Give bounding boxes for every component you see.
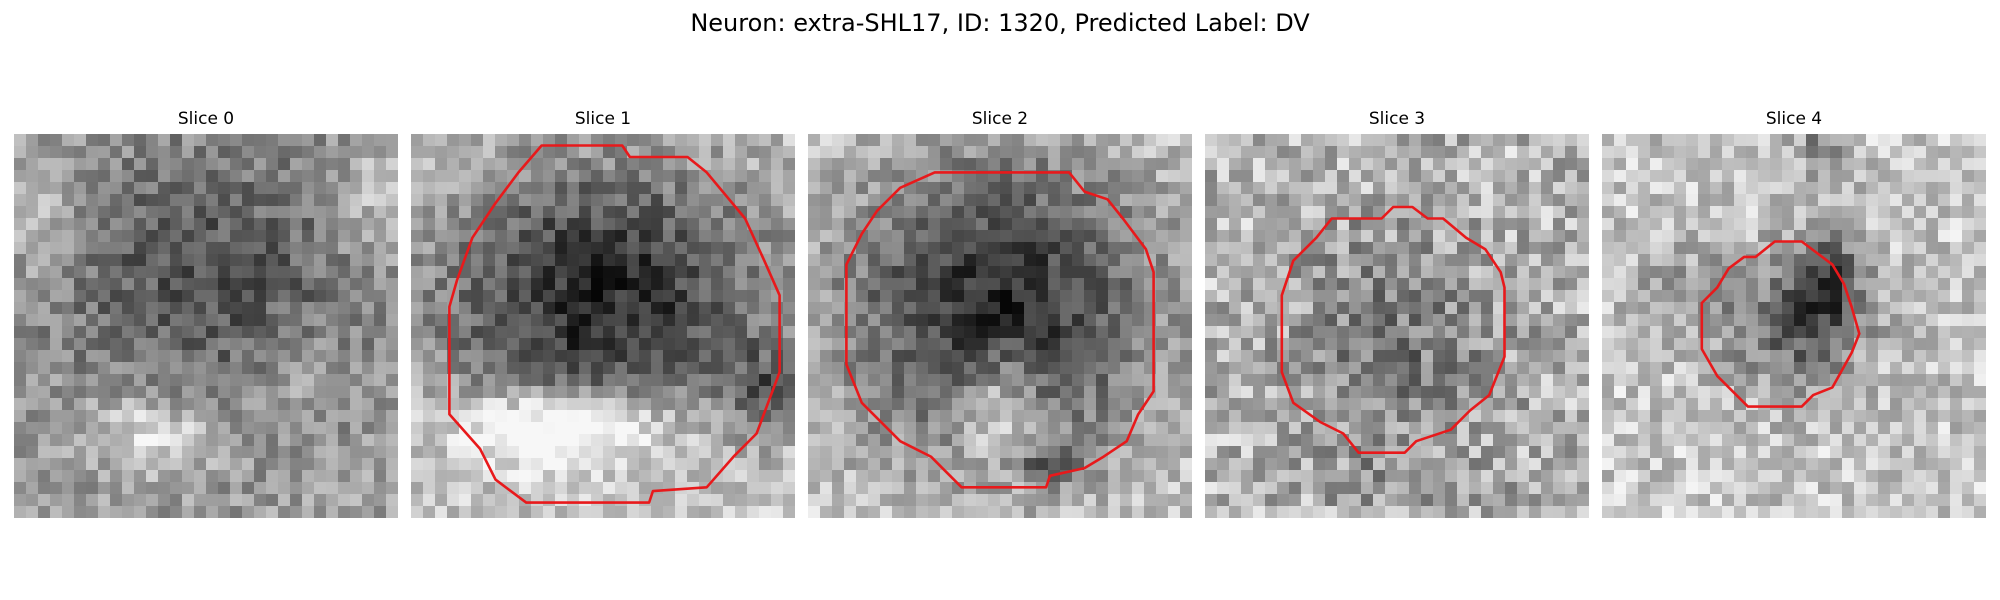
figure-title: Neuron: extra-SHL17, ID: 1320, Predicted…	[690, 9, 1310, 37]
neuron-contour-1	[448, 144, 781, 504]
neuron-contour-3	[1280, 205, 1506, 455]
slice-image-4	[1602, 134, 1986, 518]
slice-title-2: Slice 2	[971, 109, 1029, 129]
slice-title-4: Slice 4	[1765, 109, 1823, 129]
slice-title-3: Slice 3	[1368, 109, 1426, 129]
slice-image-2	[808, 134, 1192, 518]
slice-image-3	[1205, 134, 1589, 518]
slice-panel-2: Slice 2	[808, 108, 1192, 518]
neuron-contour-2	[845, 171, 1155, 489]
slice-panel-4: Slice 4	[1602, 108, 1986, 518]
slice-panel-3: Slice 3	[1205, 108, 1589, 518]
slice-panel-0: Slice 0	[14, 108, 398, 518]
slice-image-0	[14, 134, 398, 518]
slice-title-1: Slice 1	[574, 109, 632, 129]
slice-image-1	[411, 134, 795, 518]
slice-panel-1: Slice 1	[411, 108, 795, 518]
neuron-contour-4	[1700, 240, 1861, 408]
slice-title-0: Slice 0	[177, 109, 235, 129]
